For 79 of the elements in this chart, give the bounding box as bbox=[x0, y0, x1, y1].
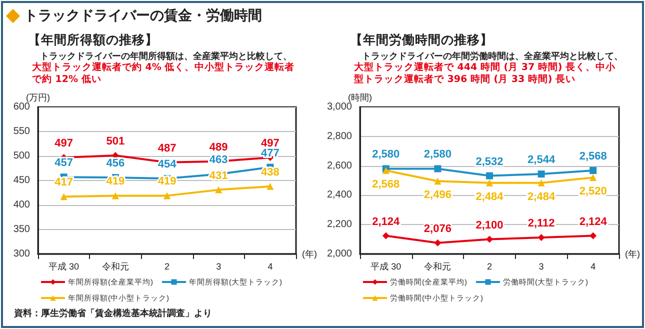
x-tick-label: 平成 30 bbox=[48, 262, 80, 272]
y-axis-title: (万円) bbox=[26, 92, 50, 103]
point bbox=[590, 232, 597, 240]
point bbox=[164, 192, 170, 200]
x-tick-label: 令和元 bbox=[102, 262, 129, 272]
data-label: 2,076 bbox=[424, 222, 452, 235]
point bbox=[538, 170, 545, 178]
y-axis-title: (時間) bbox=[348, 92, 372, 103]
y-tick-label: 2,400 bbox=[326, 190, 352, 201]
y-tick-label: 2,000 bbox=[326, 248, 352, 260]
chart-subtitle: トラックドライバーの年間所得額は、全産業平均と比較して、 bbox=[40, 51, 292, 62]
data-label: 438 bbox=[261, 166, 280, 178]
point bbox=[266, 182, 274, 190]
point bbox=[434, 239, 442, 246]
x-tick-label: 3 bbox=[216, 262, 222, 272]
point bbox=[434, 178, 442, 185]
data-label: 2,112 bbox=[528, 218, 555, 230]
y-tick-label: 2,800 bbox=[326, 130, 352, 142]
x-tick-label: 2 bbox=[486, 262, 492, 272]
data-label: 2,580 bbox=[372, 148, 400, 161]
data-label: 2,100 bbox=[476, 219, 504, 232]
y-tick-label: 550 bbox=[13, 126, 30, 137]
data-label: 456 bbox=[106, 158, 125, 170]
data-label: 2,520 bbox=[579, 186, 607, 198]
data-label: 2,580 bbox=[424, 148, 452, 161]
point bbox=[538, 234, 545, 242]
x-axis-title: (年) bbox=[302, 249, 317, 259]
y-tick-label: 450 bbox=[13, 175, 30, 186]
data-label: 2,124 bbox=[579, 216, 608, 228]
point bbox=[215, 186, 222, 194]
data-label: 501 bbox=[106, 136, 125, 148]
chart-title: 【年間労働時間の推移】 bbox=[350, 32, 493, 49]
text: 大型トラック運転者で約 4% 低く、中小型トラック運転者で約 12% 低い bbox=[32, 62, 296, 86]
x-axis-title: (年) bbox=[625, 249, 640, 259]
point bbox=[590, 174, 597, 182]
data-label: 487 bbox=[158, 142, 176, 154]
x-tick-label: 2 bbox=[164, 262, 170, 272]
data-label: 497 bbox=[261, 137, 280, 150]
y-tick-label: 400 bbox=[13, 200, 30, 210]
chart-title: 【年間所得額の推移】 bbox=[28, 32, 158, 49]
text: トラックドライバーの賃金・労働時間 bbox=[24, 7, 262, 25]
x-tick-label: 4 bbox=[268, 262, 273, 272]
y-tick-label: 600 bbox=[13, 102, 30, 112]
text: 資料：厚生労働省「賃金構造基本統計調査」より bbox=[14, 307, 212, 320]
y-tick-label: 350 bbox=[13, 224, 30, 235]
x-tick-label: 3 bbox=[538, 262, 544, 272]
y-tick-label: 2,600 bbox=[326, 160, 352, 172]
point bbox=[538, 179, 545, 186]
text: 大型トラック運転者で 444 時間 (月 37 時間) 長く、中小型トラック運転者で 396 時間 (月 33 時間) 長い bbox=[354, 62, 617, 86]
data-label: 2,124 bbox=[372, 216, 401, 228]
y-tick-label: 2,200 bbox=[326, 219, 352, 230]
point bbox=[486, 179, 493, 186]
data-label: 457 bbox=[54, 157, 73, 170]
data-label: 489 bbox=[209, 141, 228, 154]
data-label: 2,484 bbox=[528, 190, 556, 203]
y-tick-label: 3,000 bbox=[326, 102, 352, 112]
data-label: 417 bbox=[54, 176, 73, 189]
chart-subtitle: トラックドライバーの年間労働時間は、全産業平均と比較して、 bbox=[362, 51, 623, 62]
x-tick-label: 4 bbox=[590, 262, 596, 272]
y-tick-label: 300 bbox=[13, 248, 30, 260]
point bbox=[382, 232, 390, 240]
x-tick-label: 平成 30 bbox=[370, 262, 402, 272]
data-label: 2,496 bbox=[424, 189, 452, 202]
point bbox=[112, 192, 119, 200]
data-label: 2,532 bbox=[476, 156, 504, 168]
point bbox=[486, 172, 493, 180]
y-tick-label: 500 bbox=[13, 150, 30, 162]
data-label: 2,484 bbox=[476, 190, 504, 203]
point bbox=[434, 165, 442, 172]
point bbox=[60, 193, 68, 200]
data-label: 419 bbox=[106, 176, 125, 188]
x-tick-label: 令和元 bbox=[424, 262, 452, 272]
data-label: 2,568 bbox=[372, 178, 400, 191]
point bbox=[486, 236, 493, 243]
data-label: 477 bbox=[261, 147, 280, 160]
data-label: 2,544 bbox=[528, 154, 556, 166]
data-label: 2,568 bbox=[579, 150, 607, 163]
point bbox=[590, 167, 597, 174]
data-label: 497 bbox=[54, 137, 73, 150]
